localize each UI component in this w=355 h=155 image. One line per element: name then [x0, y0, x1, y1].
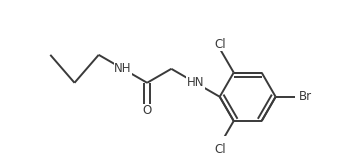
Text: HN: HN [187, 76, 204, 89]
Text: NH: NH [114, 62, 132, 75]
Text: Cl: Cl [214, 38, 225, 51]
Text: O: O [142, 104, 152, 117]
Text: Br: Br [299, 90, 312, 103]
Text: Cl: Cl [214, 143, 225, 155]
